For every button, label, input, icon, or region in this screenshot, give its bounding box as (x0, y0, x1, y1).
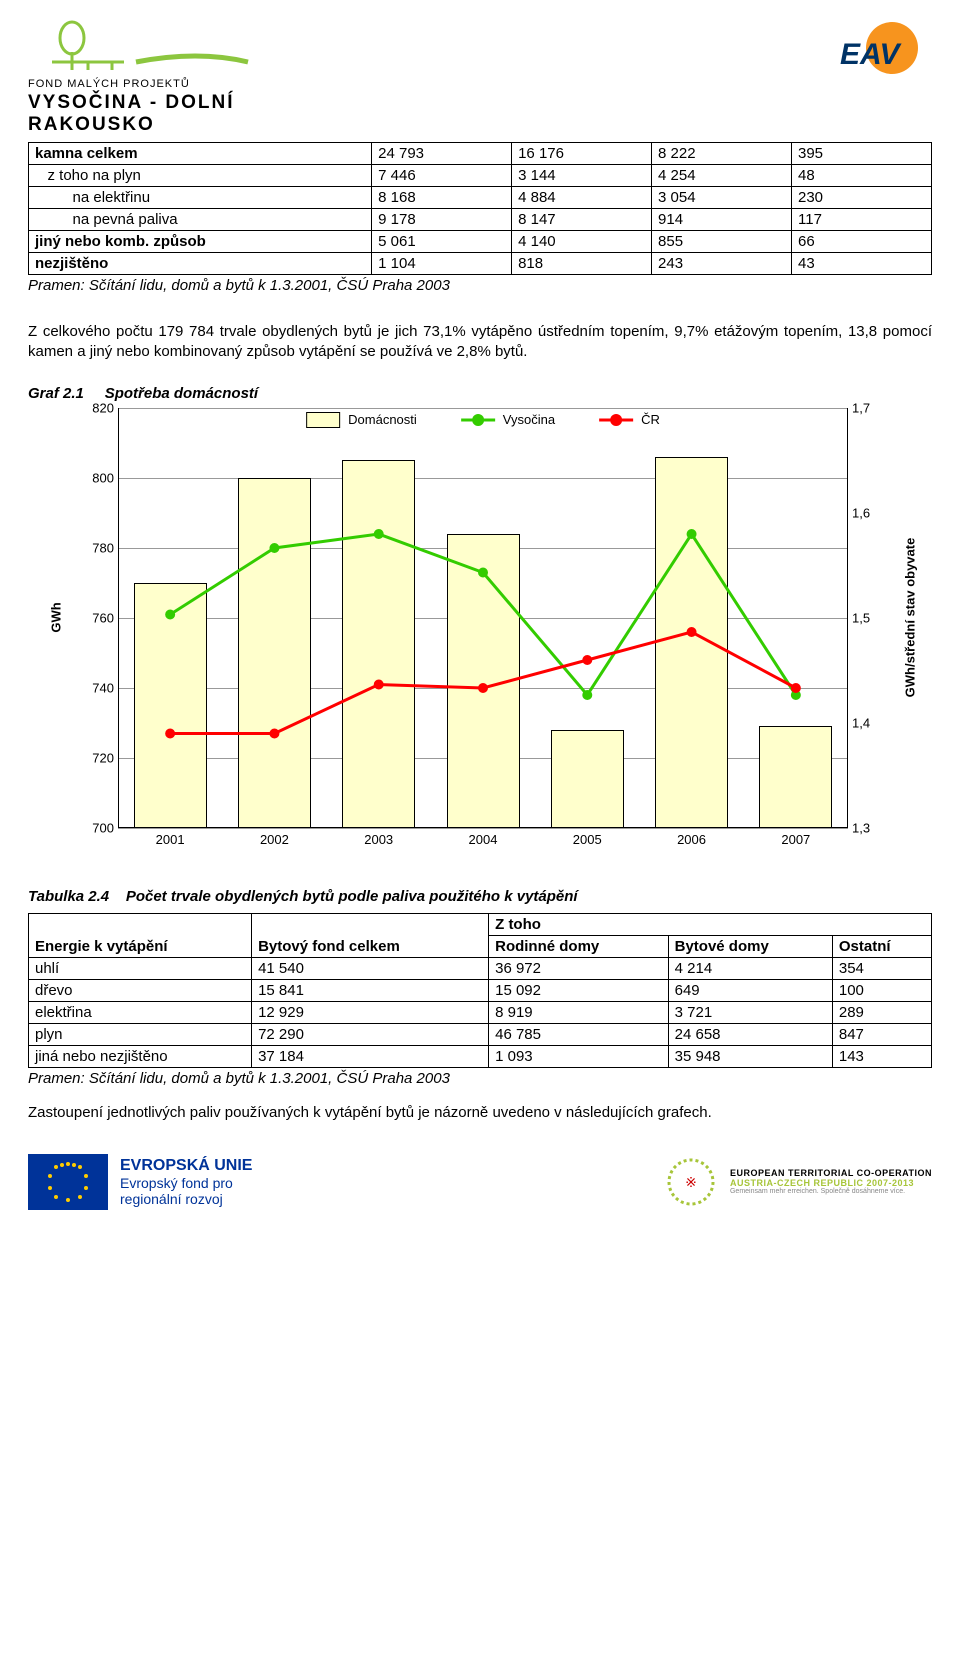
chart-bar (655, 457, 728, 828)
footer-logo-eu: EVROPSKÁ UNIE Evropský fond pro regionál… (28, 1154, 252, 1210)
etc-label-1: EUROPEAN TERRITORIAL CO-OPERATION (730, 1168, 932, 1178)
x-axis-label: 2006 (639, 832, 743, 868)
chart-bar (759, 726, 832, 828)
eu-label-1: EVROPSKÁ UNIE (120, 1157, 252, 1175)
table-1: kamna celkem24 79316 1768 222395 z toho … (28, 142, 932, 275)
x-axis-label: 2002 (222, 832, 326, 868)
legend-item: Domácnosti (306, 412, 417, 428)
park-bench-icon (52, 22, 248, 70)
y-ticks-left: 700720740760780800820 (84, 408, 118, 828)
y-axis-left-label: GWh (48, 602, 63, 632)
x-axis-label: 2004 (431, 832, 535, 868)
chart-bar (551, 730, 624, 828)
eav-text: EAV (840, 38, 902, 71)
etc-label-3: Gemeinsam mehr erreichen. Společně dosáh… (730, 1188, 932, 1195)
paragraph-1: Z celkového počtu 179 784 trvale obydlen… (28, 322, 932, 363)
table-row: jiný nebo komb. způsob5 0614 14085566 (29, 231, 932, 253)
eu-label-3: regionální rozvoj (120, 1191, 252, 1207)
x-axis-label: 2001 (118, 832, 222, 868)
table-2-title-prefix: Tabulka 2.4 (28, 888, 109, 905)
y-ticks-right: 1,31,41,51,61,7 (848, 408, 888, 828)
chart-bar (342, 460, 415, 828)
table-2-title-text: Počet trvale obydlených bytů podle paliv… (126, 888, 578, 905)
chart-title-prefix: Graf 2.1 (28, 385, 84, 402)
chart-bar (238, 478, 311, 828)
chart-bar (134, 583, 207, 828)
svg-text:※: ※ (685, 1174, 697, 1190)
x-axis-label: 2007 (744, 832, 848, 868)
logo-right: EAV (822, 20, 932, 104)
etc-circle-icon: ※ (662, 1153, 720, 1211)
chart-plot-area: Domácnosti Vysočina ČR (118, 408, 848, 828)
x-axis-label: 2005 (535, 832, 639, 868)
y-axis-right-label: GWh/střední stav obyvate (903, 538, 918, 698)
y-axis-right: GWh/střední stav obyvate (888, 408, 932, 828)
header-logos: FOND MALÝCH PROJEKTŮ VYSOČINA - DOLNÍ RA… (28, 20, 932, 136)
table-row: nezjištěno1 10481824343 (29, 253, 932, 275)
chart-legend: Domácnosti Vysočina ČR (306, 412, 660, 428)
y-axis-left: GWh (28, 408, 84, 828)
eu-label-2: Evropský fond pro (120, 1175, 252, 1191)
table-row: dřevo15 84115 092649100 (29, 979, 932, 1001)
eu-flag-icon (28, 1154, 108, 1210)
table-1-caption: Pramen: Sčítání lidu, domů a bytů k 1.3.… (28, 277, 932, 294)
table-row: uhlí41 54036 9724 214354 (29, 957, 932, 979)
table-row: elektřina12 9298 9193 721289 (29, 1001, 932, 1023)
table-2-caption: Pramen: Sčítání lidu, domů a bytů k 1.3.… (28, 1070, 932, 1087)
footer-logo-etc: ※ EUROPEAN TERRITORIAL CO-OPERATION AUST… (662, 1153, 932, 1211)
table-row: na pevná paliva9 1788 147914117 (29, 209, 932, 231)
chart-bar (447, 534, 520, 828)
chart-title-text: Spotřeba domácností (105, 385, 258, 402)
table-row: na elektřinu8 1684 8843 054230 (29, 187, 932, 209)
legend-item: Vysočina (461, 412, 555, 427)
table-2: Energie k vytápěníBytový fond celkemZ to… (28, 913, 932, 1068)
legend-item: ČR (599, 412, 660, 427)
table-row: z toho na plyn7 4463 1444 25448 (29, 165, 932, 187)
table-row: plyn72 29046 78524 658847 (29, 1023, 932, 1045)
x-axis-label: 2003 (327, 832, 431, 868)
table-row: kamna celkem24 79316 1768 222395 (29, 143, 932, 165)
chart: GWh 700720740760780800820 Domácnosti Vyso… (28, 408, 932, 868)
paragraph-2: Zastoupení jednotlivých paliv používanýc… (28, 1103, 932, 1123)
x-axis: 2001200220032004200520062007 (118, 832, 848, 868)
chart-title: Graf 2.1 Spotřeba domácností (28, 385, 932, 402)
etc-label-2: AUSTRIA-CZECH REPUBLIC 2007-2013 (730, 1178, 932, 1188)
footer-logos: EVROPSKÁ UNIE Evropský fond pro regionál… (28, 1153, 932, 1211)
table-row: jiná nebo nezjištěno37 1841 09335 948143 (29, 1045, 932, 1067)
logo-left: FOND MALÝCH PROJEKTŮ VYSOČINA - DOLNÍ RA… (28, 20, 358, 136)
table-2-title: Tabulka 2.4 Počet trvale obydlených bytů… (28, 888, 932, 905)
